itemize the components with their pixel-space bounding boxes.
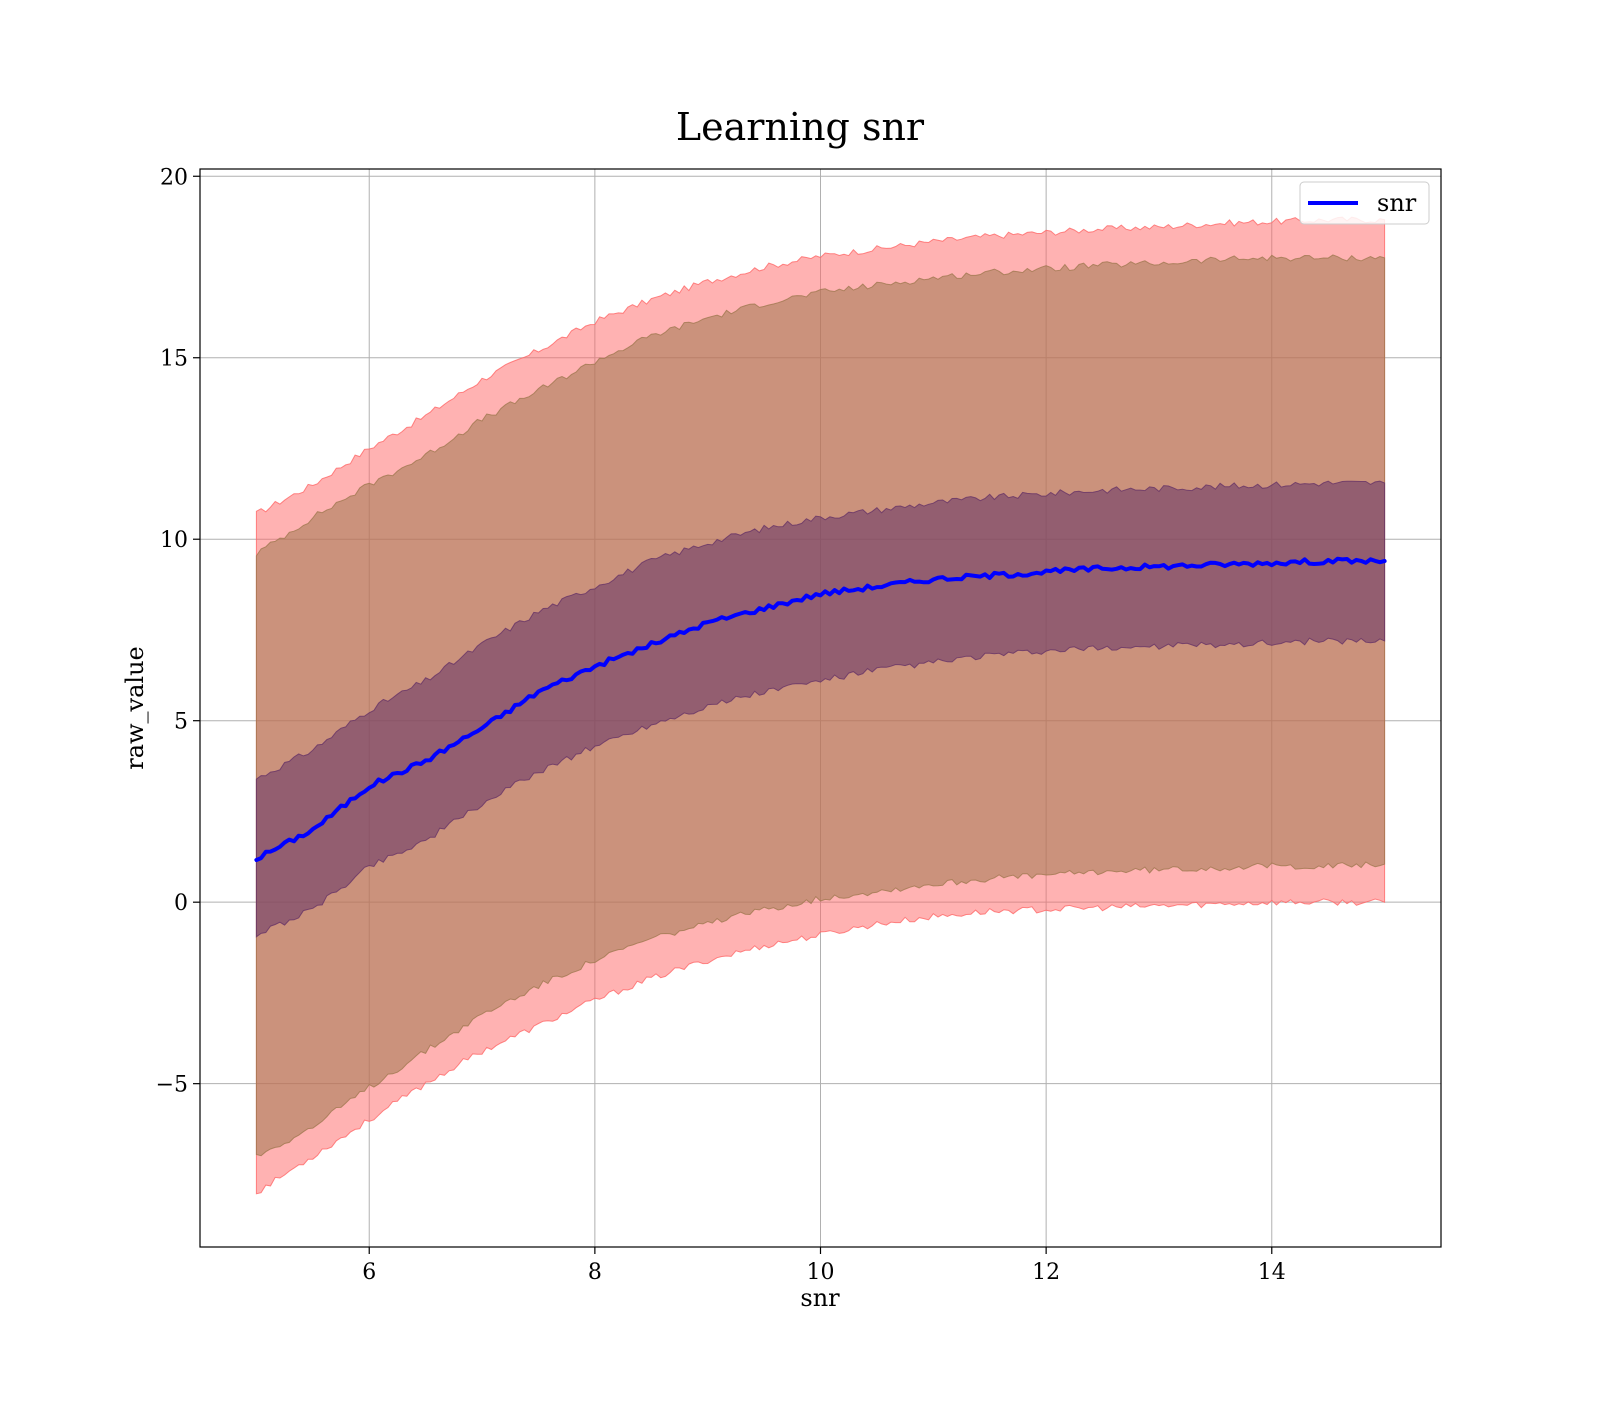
x-axis-label: snr (800, 1284, 840, 1312)
line-layer (254, 556, 1387, 862)
x-tick-label: 6 (362, 1260, 376, 1285)
legend: snr (1299, 181, 1430, 225)
y-tick-label: 15 (160, 347, 188, 372)
y-tick-label: 20 (160, 165, 188, 190)
x-tick-label: 14 (1258, 1260, 1286, 1285)
y-tick-label: 10 (160, 528, 188, 553)
legend-label-snr: snr (1377, 189, 1417, 217)
band-layer (255, 216, 1386, 1195)
chart-title: Learning snr (676, 105, 925, 149)
series-line-snr (254, 556, 1387, 862)
x-tick-label: 10 (807, 1260, 835, 1285)
y-tick-label: 5 (174, 710, 188, 735)
x-tick-label: 12 (1032, 1260, 1060, 1285)
y-axis-label: raw_value (121, 646, 149, 770)
legend-box (1299, 181, 1430, 225)
band-inner (255, 480, 1386, 938)
x-tick-label: 8 (588, 1260, 602, 1285)
tick-layer: 6 8 10 12 14 −5 0 5 10 15 20 (156, 165, 1286, 1285)
y-tick-label: 0 (174, 891, 188, 916)
band-middle (255, 254, 1386, 1157)
y-tick-label: −5 (156, 1073, 188, 1098)
